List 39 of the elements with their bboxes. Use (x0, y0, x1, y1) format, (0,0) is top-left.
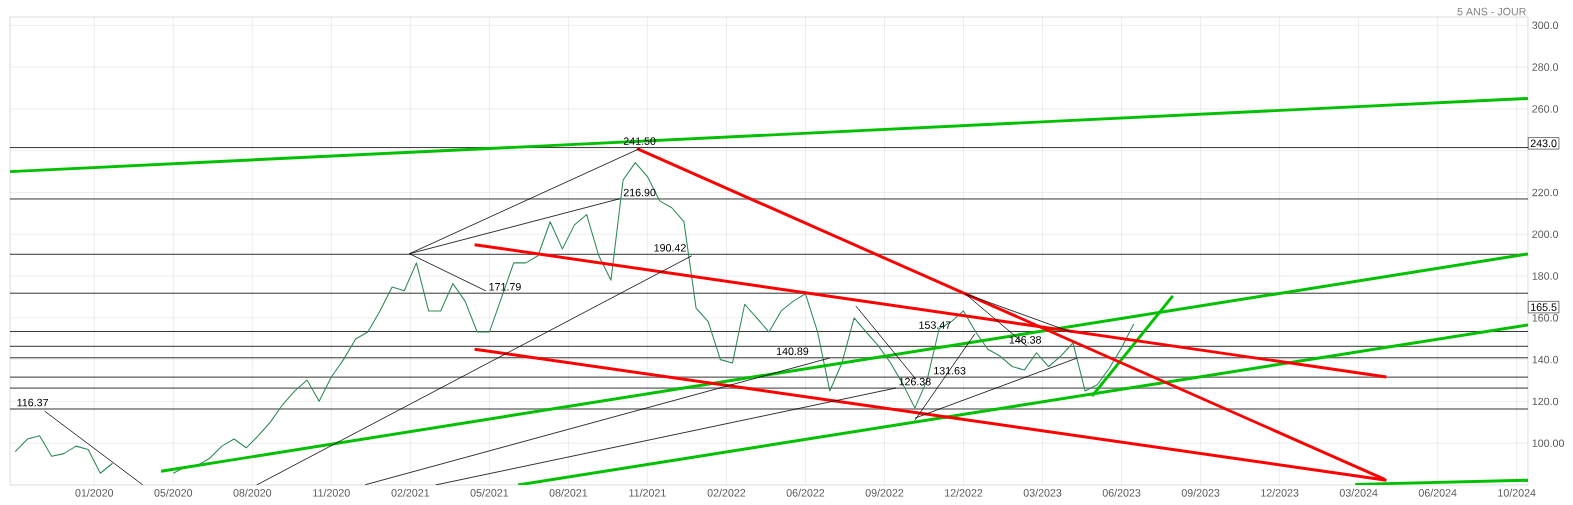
x-tick-label: 06/2022 (786, 488, 825, 497)
x-tick-label: 02/2022 (707, 488, 746, 497)
text: 243.0 (1530, 139, 1557, 148)
y-tick-label: 280.0 (1532, 63, 1559, 71)
x-tick-label: 11/2021 (629, 488, 666, 497)
annotation: 131.63 (934, 366, 966, 375)
x-tick-label: 05/2021 (470, 488, 509, 497)
text: 165.5 (1531, 303, 1557, 311)
x-tick-label: 06/2024 (1418, 488, 1457, 497)
annotation: 146.38 (1009, 336, 1042, 344)
x-tick-label: 08/2021 (549, 488, 588, 497)
y-tick-label: 260.0 (1532, 105, 1559, 113)
x-tick-label: 12/2023 (1261, 488, 1299, 497)
x-tick-label: 01/2020 (75, 488, 114, 497)
y-tick-label: 120.0 (1532, 397, 1559, 406)
annotation: 140.89 (776, 347, 809, 356)
x-tick-label: 09/2022 (865, 488, 904, 497)
chart-title: 5 ANS - JOUR (1457, 7, 1526, 16)
x-tick-label: 02/2021 (391, 488, 430, 497)
x-tick-label: 08/2020 (233, 488, 272, 497)
x-tick-label: 10/2024 (1498, 488, 1536, 497)
y-tick-label: 180.0 (1532, 272, 1559, 280)
x-tick-label: 11/2020 (313, 488, 350, 497)
y-tick-label: 300.0 (1532, 21, 1559, 30)
y-tick-label: 140.0 (1532, 355, 1559, 364)
y-tick-label: 220.0 (1532, 188, 1559, 197)
y-tick-label: 160.0 (1532, 314, 1559, 322)
x-tick-label: 06/2023 (1102, 488, 1141, 497)
x-tick-label: 03/2023 (1023, 488, 1062, 497)
x-tick-label: 09/2023 (1181, 488, 1220, 497)
x-tick-label: 03/2024 (1339, 488, 1378, 497)
annotation: 216.90 (623, 188, 656, 197)
y-tick-label: 100.00 (1532, 439, 1565, 447)
x-tick-label: 12/2022 (945, 488, 983, 497)
annotation: 116.37 (17, 398, 48, 407)
annotation: 171.79 (489, 283, 521, 291)
annotation: 190.42 (654, 244, 686, 252)
y-tick-label: 200.0 (1532, 230, 1559, 239)
x-tick-label: 05/2020 (154, 488, 193, 497)
